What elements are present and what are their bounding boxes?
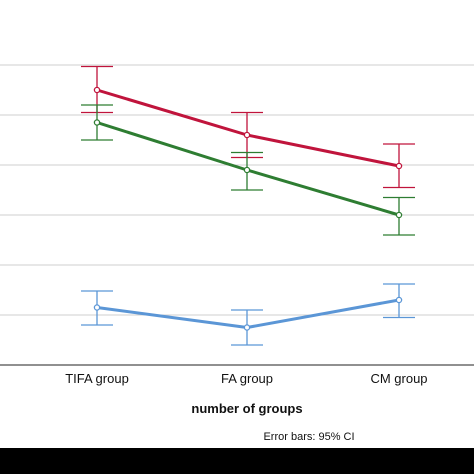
series-line — [96, 298, 400, 329]
series-2 — [81, 283, 415, 346]
series-line — [96, 88, 400, 168]
x-tick-label: CM group — [370, 371, 427, 386]
x-tick-label: FA group — [221, 371, 273, 386]
data-point — [93, 119, 101, 126]
series-layer — [81, 65, 415, 346]
x-tick-labels: TIFA group FA group CM group — [65, 371, 427, 386]
data-point — [395, 211, 403, 219]
data-point — [243, 131, 251, 139]
data-point — [243, 324, 251, 331]
data-point — [243, 166, 251, 174]
data-point — [395, 162, 403, 170]
error-bars-note: Error bars: 95% CI — [263, 431, 354, 443]
gridlines — [0, 64, 474, 316]
data-point — [395, 296, 403, 304]
bottom-band — [0, 448, 474, 474]
x-axis-title: number of groups — [191, 401, 302, 416]
data-point — [93, 304, 101, 311]
series-1 — [81, 104, 415, 236]
x-tick-label: TIFA group — [65, 371, 129, 386]
data-point — [93, 86, 101, 94]
